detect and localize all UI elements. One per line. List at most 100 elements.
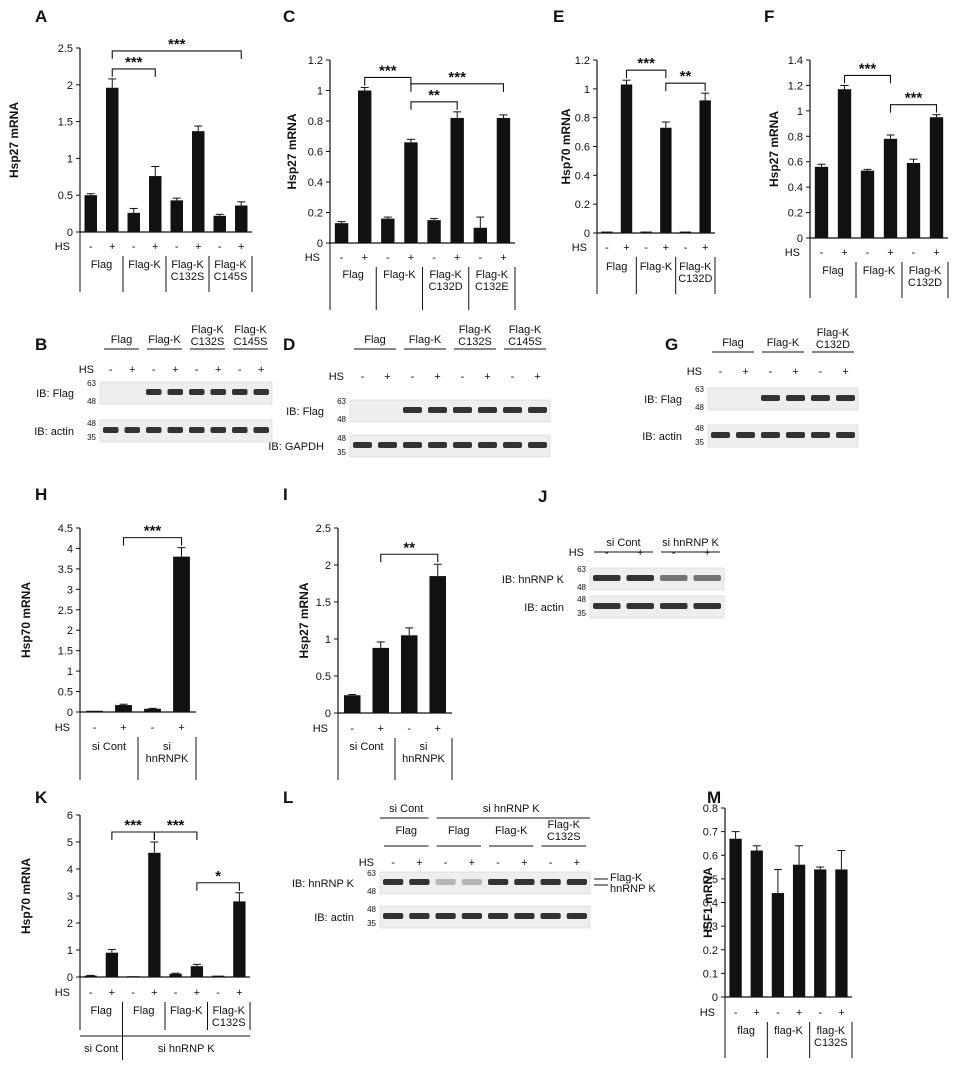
blot-band [189,427,205,433]
significance-label: ** [680,68,692,85]
hs-sign: + [534,371,540,383]
hs-sign: + [195,241,201,253]
bar [115,705,132,712]
blot-band [811,432,830,438]
chart-e: E Hsp70 mRNA 0 0.2 0.4 0.6 0.8 1 1.2 HS - + - + - + Flag… [553,7,716,294]
ib-label: IB: Flag [36,388,74,400]
panel-label: B [35,335,47,354]
y-tick-label: 1 [67,153,73,165]
hs-sign: - [391,857,395,869]
bar [404,142,418,243]
ib-label: IB: Flag [644,394,682,406]
mw-marker: 48 [577,583,586,592]
hs-sign: - [151,722,155,734]
hs-sign: - [93,722,97,734]
bar [771,893,785,997]
blot-header: si hnRNP K [483,803,540,815]
group-label-line: C132D [908,277,942,289]
y-axis-label: Hsp70 mRNA [559,108,573,184]
blot-band [453,442,472,448]
group-label-line: flag-K [816,1025,845,1037]
hs-sign: - [89,987,93,999]
group-label: Flag-K C132S [212,1005,246,1029]
hs-sign: - [496,857,500,869]
group-label: Flag-K C132S [171,259,205,283]
group-label-line: hnRNPK [146,753,189,765]
panel-label: C [283,7,295,26]
blot-band [232,389,248,395]
blot-band [435,879,456,885]
hs-sign: + [408,252,414,264]
hs-sign: + [704,547,710,559]
blot-band [736,432,755,438]
hs-sign: - [866,247,870,259]
y-tick-label: 0.2 [575,199,590,211]
y-tick-label: 4.5 [58,523,73,535]
y-tick-label: 4 [67,543,73,555]
blot-j: Jsi Cont si hnRNP K HS - + - + IB: hnRNP K 63 48 I… [502,487,725,619]
y-tick-label: 2.5 [58,605,73,617]
blot-side-label: Flag-K [610,872,643,884]
hs-sign: + [469,857,475,869]
ib-label: IB: GAPDH [268,441,324,453]
hs-sign: - [131,987,135,999]
y-axis-label: Hsp27 mRNA [297,582,311,658]
blot-band [761,432,780,438]
y-tick-label: 0 [325,708,331,720]
significance-bracket [410,83,504,92]
blot-band [103,427,119,433]
group-label: Flag-K C145S [214,259,248,283]
bar [334,223,349,243]
y-axis-label: Hsp27 mRNA [285,113,299,189]
significance-bracket [380,553,439,563]
blot-band [167,427,183,433]
group-label-line: C132D [429,281,463,293]
hs-sign: - [175,241,179,253]
y-tick-label: 0.8 [308,116,323,128]
hs-sign: + [152,241,158,253]
blot-header-line: Flag-K [817,327,850,339]
y-tick-label: 0.8 [788,131,803,143]
significance-bracket [111,68,156,77]
significance-label: ** [403,539,415,556]
hs-sign: - [386,252,390,264]
y-tick-label: 0 [67,972,73,984]
blot-header-line: C132D [816,339,850,351]
bar [173,556,190,712]
chart-h: H Hsp70 mRNA 0 0.5 1 1.5 2 2.5 3 3.5 4 4.5 HS - + - + si … [19,485,197,780]
group-label: Flag [133,1005,154,1017]
blot-band [383,879,404,885]
mw-marker: 48 [337,415,346,424]
hs-sign: - [605,242,609,254]
significance-label: *** [168,36,186,53]
y-tick-label: 0.6 [308,147,323,159]
y-tick-label: 0.4 [788,182,803,194]
blot-band [409,913,430,919]
hs-sign: - [132,241,136,253]
group-label: si Cont [92,741,126,753]
blot-membrane [379,905,591,929]
hs-sign: + [258,364,264,376]
y-tick-label: 0.5 [703,874,718,886]
panel-label: L [283,788,293,807]
ib-label: IB: actin [34,426,74,438]
y-tick-label: 3 [67,584,73,596]
blot-band [811,395,830,401]
mw-marker: 63 [577,565,586,574]
bar [750,850,763,997]
hs-sign: + [796,1007,802,1019]
group-label: Flag-K [863,265,896,277]
hs-label: HS [313,723,328,735]
bar [660,127,672,233]
blot-band [210,389,226,395]
y-tick-label: 2 [67,625,73,637]
hs-sign: - [152,364,156,376]
hs-sign: + [521,857,527,869]
hs-label: HS [569,547,584,559]
blot-band [593,603,621,609]
hs-sign: + [500,252,506,264]
chart-i: I Hsp27 mRNA 0 0.5 1 1.5 2 2.5 HS - + - + si Cont si hn… [283,485,453,780]
mw-marker: 63 [367,869,376,878]
hs-label: HS [329,371,344,383]
group-label-line: si [163,741,171,753]
